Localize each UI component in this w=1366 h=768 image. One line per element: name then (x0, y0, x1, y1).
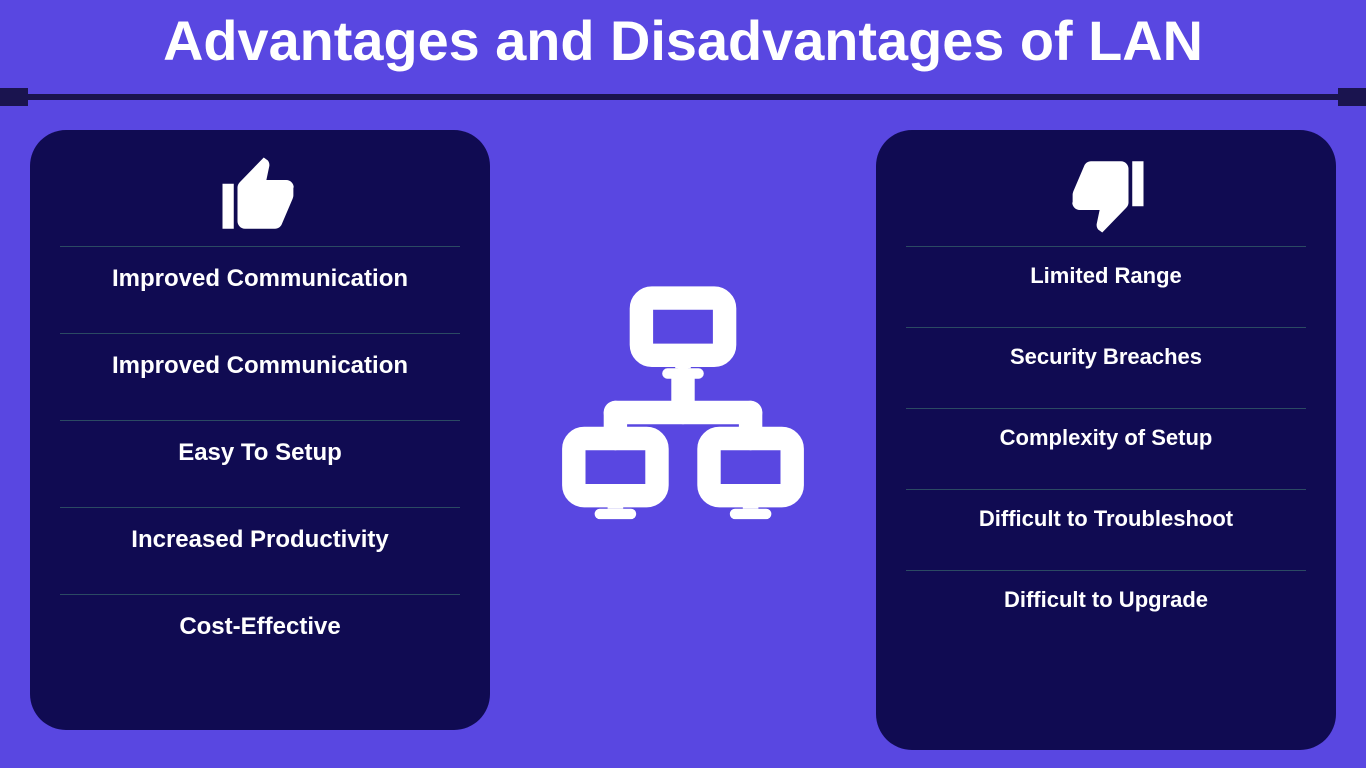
list-item: Easy To Setup (60, 420, 460, 507)
list-item: Limited Range (906, 246, 1306, 327)
list-item: Improved Communication (60, 246, 460, 333)
list-item: Increased Productivity (60, 507, 460, 594)
advantages-list: Improved Communication Improved Communic… (60, 246, 460, 651)
list-item: Improved Communication (60, 333, 460, 420)
page-title: Advantages and Disadvantages of LAN (163, 8, 1203, 73)
list-item: Difficult to Upgrade (906, 570, 1306, 623)
list-item: Security Breaches (906, 327, 1306, 408)
advantages-panel: Improved Communication Improved Communic… (30, 130, 490, 730)
network-lan-icon (553, 282, 813, 547)
disadvantages-panel: Limited Range Security Breaches Complexi… (876, 130, 1336, 750)
thumbs-up-icon (60, 150, 460, 240)
disadvantages-list: Limited Range Security Breaches Complexi… (906, 246, 1306, 623)
list-item: Cost-Effective (60, 594, 460, 651)
list-item: Complexity of Setup (906, 408, 1306, 489)
infographic-root: Advantages and Disadvantages of LAN Impr… (0, 0, 1366, 768)
list-item: Difficult to Troubleshoot (906, 489, 1306, 570)
thumbs-down-icon (906, 150, 1306, 240)
title-divider (0, 88, 1366, 106)
